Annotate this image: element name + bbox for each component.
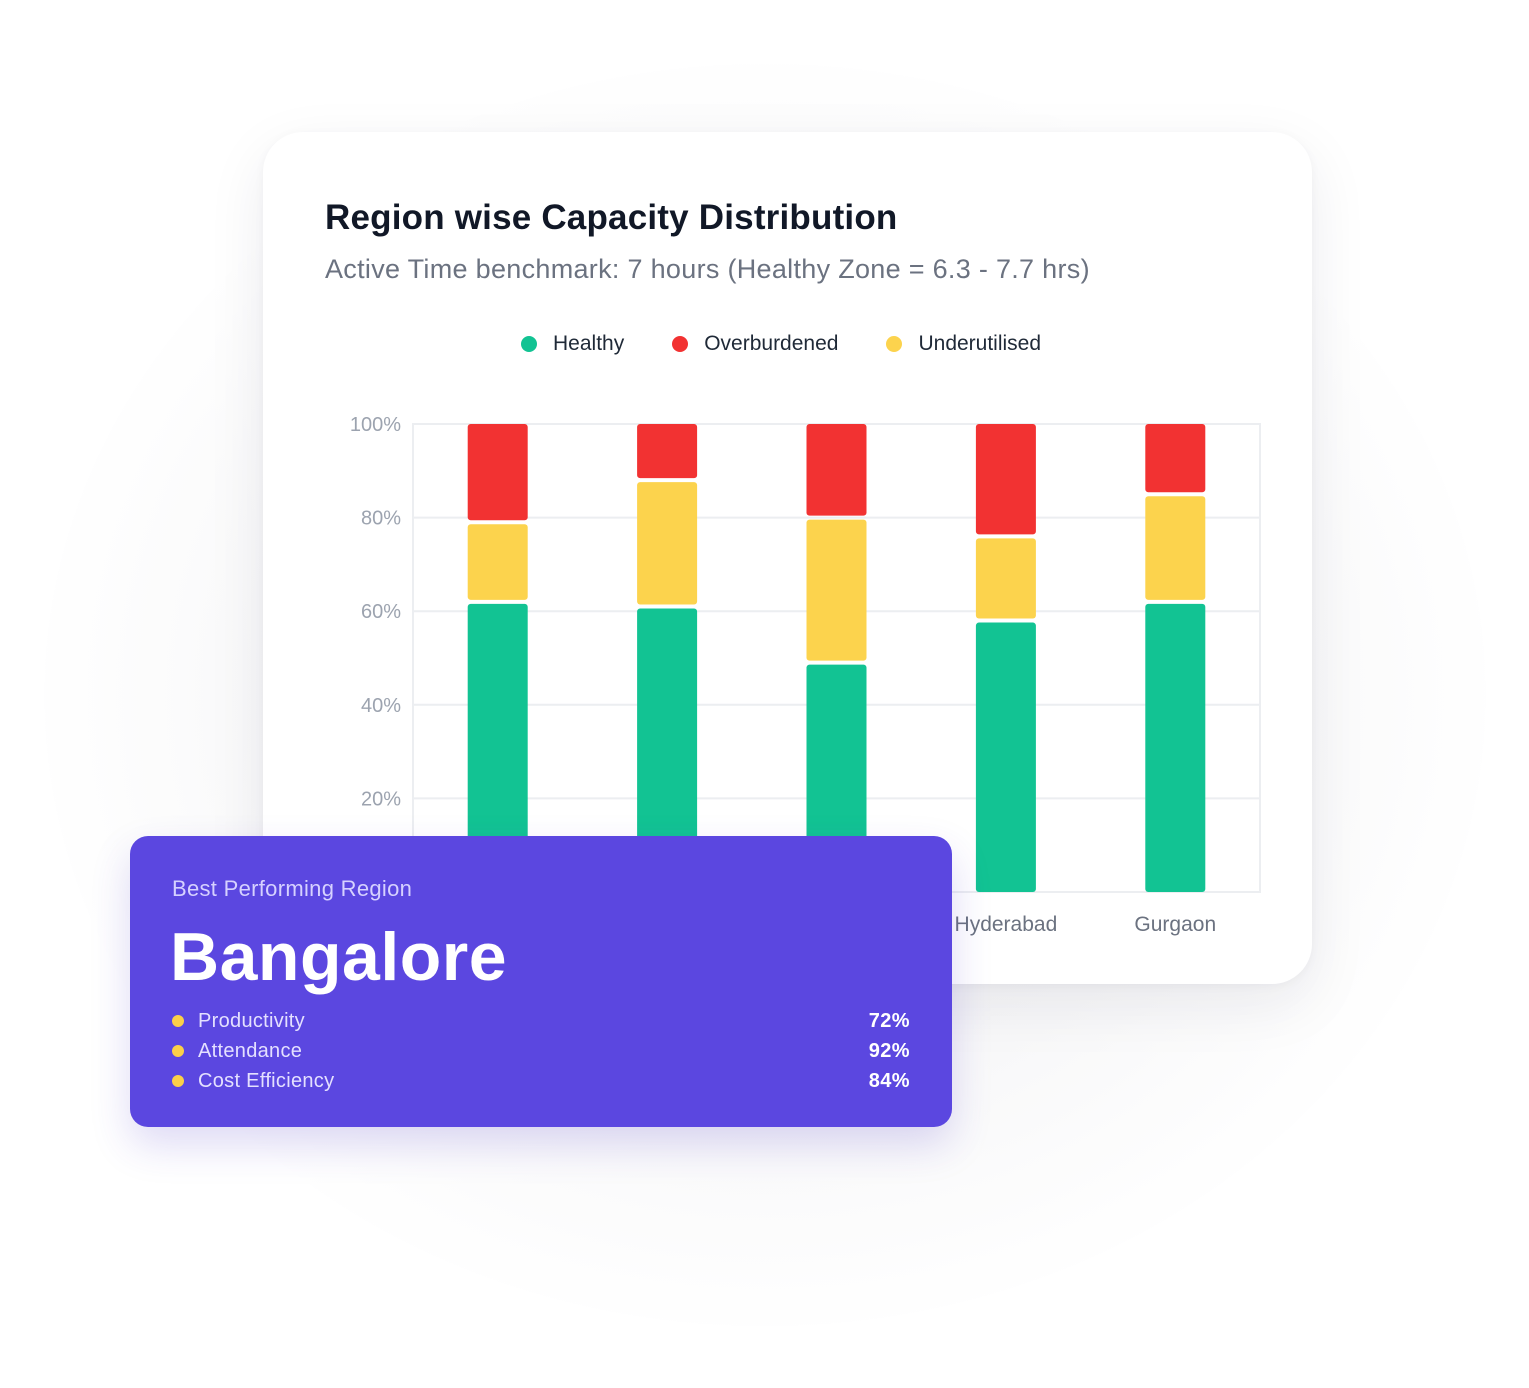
chart-subtitle: Active Time benchmark: 7 hours (Healthy … — [325, 254, 1090, 284]
best-region-caption: Best Performing Region — [172, 876, 413, 901]
y-tick-label: 80% — [361, 508, 401, 530]
legend-item-underutilised[interactable]: Underutilised — [886, 332, 1041, 356]
legend-label-overburdened: Overburdened — [704, 332, 839, 355]
best-region-name: Bangalore — [170, 919, 508, 995]
bar-underutilised — [637, 482, 698, 605]
metric-label: Cost Efficiency — [198, 1069, 335, 1092]
bullet-icon — [172, 1075, 184, 1087]
metric-row-cost-efficiency: Cost Efficiency 84% — [172, 1066, 910, 1096]
legend-label-underutilised: Underutilised — [918, 332, 1042, 355]
stacked-bar-chart: 100% 80% 60% 40% 20% Hyderabad Gurgaon — [350, 414, 1261, 936]
bar-underutilised — [806, 519, 867, 661]
bullet-icon — [172, 1045, 184, 1057]
bar-overburdened — [975, 424, 1036, 535]
bar-overburdened — [1145, 424, 1206, 493]
y-tick-label: 40% — [361, 695, 401, 717]
metric-value: 72% — [868, 1009, 910, 1032]
bar-healthy — [467, 603, 528, 892]
metric-label: Productivity — [198, 1009, 305, 1032]
bullet-icon — [172, 1015, 184, 1027]
bar-healthy — [806, 664, 867, 892]
metric-row-productivity: Productivity 72% — [172, 1006, 910, 1036]
bar-healthy — [975, 622, 1036, 892]
legend-dot-healthy — [521, 336, 537, 352]
legend-dot-overburdened — [672, 336, 689, 352]
bar-underutilised — [1145, 496, 1206, 600]
bar-healthy — [1145, 603, 1206, 892]
metric-value: 92% — [868, 1039, 910, 1062]
bar-healthy — [637, 608, 698, 892]
legend-label-healthy: Healthy — [553, 332, 625, 355]
y-tick-label: 100% — [350, 414, 401, 436]
metric-label: Attendance — [198, 1039, 303, 1062]
metric-row-attendance: Attendance 92% — [172, 1036, 910, 1066]
legend-item-overburdened[interactable]: Overburdened — [672, 332, 838, 356]
bar-overburdened — [637, 424, 698, 479]
metric-value: 84% — [868, 1069, 910, 1092]
x-tick-label: Hyderabad — [955, 913, 1058, 936]
y-tick-label: 20% — [361, 788, 401, 810]
best-region-card: Best Performing Region Bangalore Product… — [130, 836, 952, 1127]
legend-dot-underutilised — [886, 336, 903, 352]
y-tick-label: 60% — [361, 601, 401, 623]
chart-legend: Healthy Overburdened Underutilised — [521, 332, 1041, 356]
chart-title: Region wise Capacity Distribution — [325, 198, 898, 237]
legend-item-healthy[interactable]: Healthy — [521, 332, 624, 356]
x-tick-label: Gurgaon — [1134, 913, 1216, 936]
bar-underutilised — [467, 524, 528, 600]
bar-overburdened — [467, 424, 528, 521]
bar-underutilised — [975, 538, 1036, 619]
bar-overburdened — [806, 424, 867, 516]
